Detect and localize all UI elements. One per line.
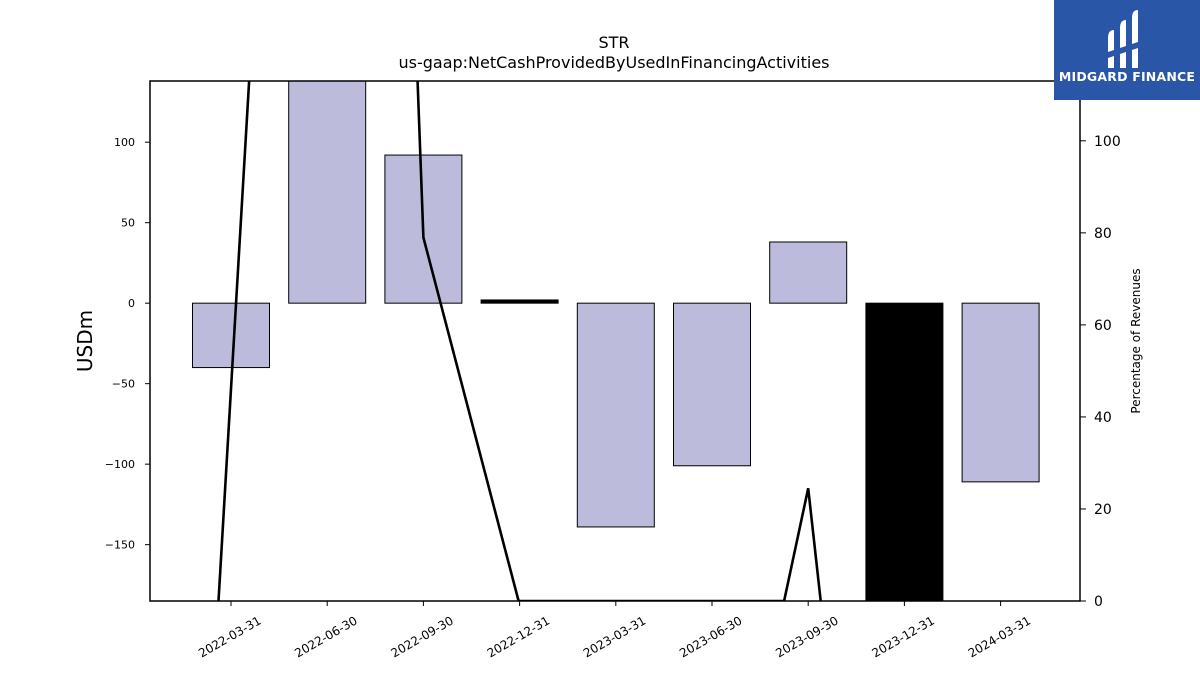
bar [865, 302, 944, 602]
x-tick-label: 2022-03-31 [196, 613, 263, 660]
bar [288, 80, 367, 304]
logo-text: MIDGARD FINANCE [1058, 69, 1196, 84]
midgard-finance-logo: MIDGARD FINANCE [1054, 0, 1200, 100]
bar [769, 241, 848, 304]
y-axis-label: USDm [73, 310, 97, 372]
y2-tick-label: 20 [1094, 502, 1112, 518]
x-tick-label: 2022-09-30 [388, 613, 455, 660]
y-tick-label: −150 [105, 539, 135, 552]
y-tick-label: −50 [112, 378, 135, 391]
x-tick-label: 2024-03-31 [966, 613, 1033, 660]
chart-subtitle: us-gaap:NetCashProvidedByUsedInFinancing… [398, 53, 829, 72]
y2-tick-label: 100 [1094, 134, 1121, 150]
logo-mark-icon [1108, 10, 1138, 68]
x-tick-label: 2022-12-31 [485, 613, 552, 660]
y-tick-label: 0 [128, 297, 135, 310]
x-tick-label: 2023-09-30 [773, 613, 840, 660]
y2-tick-label: 0 [1094, 594, 1103, 610]
chart-title: STR [598, 33, 629, 52]
y2-tick-label: 80 [1094, 226, 1112, 242]
bar [961, 302, 1040, 483]
bar [192, 302, 270, 369]
bar [480, 299, 559, 304]
x-tick-label: 2023-12-31 [869, 613, 936, 660]
plot-frame [149, 80, 1081, 602]
bar [673, 302, 751, 467]
bar [576, 302, 655, 528]
y-tick-label: −100 [105, 458, 135, 471]
percentage-line [217, 81, 822, 601]
x-tick-label: 2022-06-30 [292, 613, 359, 660]
x-tick-label: 2023-03-31 [581, 613, 648, 660]
y-tick-label: 50 [121, 217, 135, 230]
y2-axis-label: Percentage of Revenues [1129, 268, 1143, 413]
y-tick-label: 100 [114, 136, 135, 149]
x-tick-label: 2023-06-30 [677, 613, 744, 660]
y2-tick-label: 60 [1094, 318, 1112, 334]
y2-tick-label: 40 [1094, 410, 1112, 426]
